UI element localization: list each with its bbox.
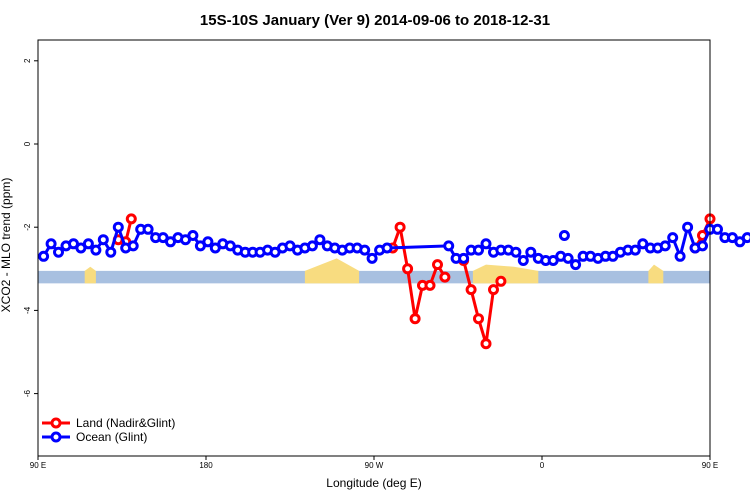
ocean-point-56: [510, 246, 522, 258]
x-tick-label-0: 90 E: [30, 461, 46, 470]
ocean-point-12: [127, 240, 139, 252]
x-tick-label-3: 0: [540, 461, 545, 470]
ocean-point-44: [366, 252, 378, 264]
ocean-point-58: [525, 246, 537, 258]
ocean-point-81: [697, 240, 708, 252]
ocean-point-47: [443, 240, 455, 252]
ocean-point-78: [674, 250, 686, 262]
ocean-point-72: [629, 244, 641, 256]
x-tick-label-2: 90 W: [365, 461, 384, 470]
ocean-point-14: [142, 223, 154, 235]
land-point-14: [480, 338, 492, 350]
land-point-10: [439, 271, 451, 283]
y-tick-label-3: -4: [23, 306, 32, 314]
land-point-13: [473, 313, 484, 325]
ocean-point-2: [53, 246, 64, 258]
land-point-4: [394, 221, 406, 233]
ocean-point-36: [306, 240, 318, 252]
legend-ocean-label: Ocean (Glint): [76, 430, 147, 444]
ocean-series: [38, 221, 750, 271]
land-point-5: [402, 263, 414, 275]
ocean-point-52: [480, 238, 492, 250]
land-point-16: [495, 275, 507, 287]
land-point-15: [488, 284, 499, 296]
ocean-point-10: [112, 221, 124, 233]
x-tick-label-4: 90 E: [702, 461, 718, 470]
x-axis-label: Longitude (deg E): [326, 476, 421, 490]
ocean-point-1: [45, 238, 57, 250]
ocean-point-22: [202, 236, 214, 248]
ocean-point-76: [659, 240, 671, 252]
ocean-point-6: [82, 238, 94, 250]
ocean-point-51: [473, 244, 484, 256]
y-axis-ticks: 2 0 -2 -4 -6: [23, 58, 38, 397]
land-point-2: [125, 213, 137, 225]
ocean-point-77: [667, 232, 679, 244]
legend-ocean-marker: [50, 431, 62, 443]
land-region-1: [304, 258, 360, 284]
y-tick-label-0: 2: [23, 58, 32, 63]
ocean-point-37: [314, 234, 326, 246]
ocean-point-87: [741, 232, 750, 244]
ocean-point-9: [105, 246, 117, 258]
ocean-point-0: [38, 250, 50, 262]
ocean-point-49: [458, 252, 470, 264]
y-tick-label-4: -6: [23, 389, 32, 397]
ocean-point-57: [517, 255, 529, 266]
land-region-0: [84, 266, 96, 284]
legend-land-label: Land (Nadir&Glint): [76, 416, 175, 430]
y-tick-label-2: -2: [23, 223, 32, 231]
ocean-point-43: [359, 244, 371, 256]
chart-title: 15S-10S January (Ver 9) 2014-09-06 to 20…: [200, 12, 550, 29]
land-point-8: [424, 279, 436, 291]
ocean-point-20: [187, 230, 199, 241]
ocean-point-7: [90, 244, 102, 256]
ocean-point-79: [682, 221, 694, 233]
y-axis-label: XCO2 - MLO trend (ppm): [0, 178, 13, 313]
land-region-3: [648, 264, 664, 284]
land-ocean-band: [38, 258, 710, 284]
land-point-9: [432, 259, 443, 271]
land-point-12: [465, 284, 477, 296]
ocean-point-8: [97, 234, 109, 246]
ocean-point-64: [570, 259, 582, 271]
land-region-2: [472, 264, 539, 284]
land-point-6: [409, 313, 421, 325]
ocean-band: [38, 270, 710, 284]
ocean-point-83: [712, 223, 723, 235]
x-tick-label-1: 180: [199, 461, 213, 470]
y-tick-label-1: 0: [23, 141, 32, 146]
legend: Land (Nadir&Glint) Ocean (Glint): [42, 416, 175, 444]
ocean-point-63: [562, 252, 574, 264]
legend-land-marker: [50, 417, 62, 429]
ocean-point-46: [381, 242, 393, 254]
ocean-point-outlier: [558, 230, 570, 241]
x-axis-ticks: 90 E 180 90 W 0 90 E: [30, 456, 718, 470]
